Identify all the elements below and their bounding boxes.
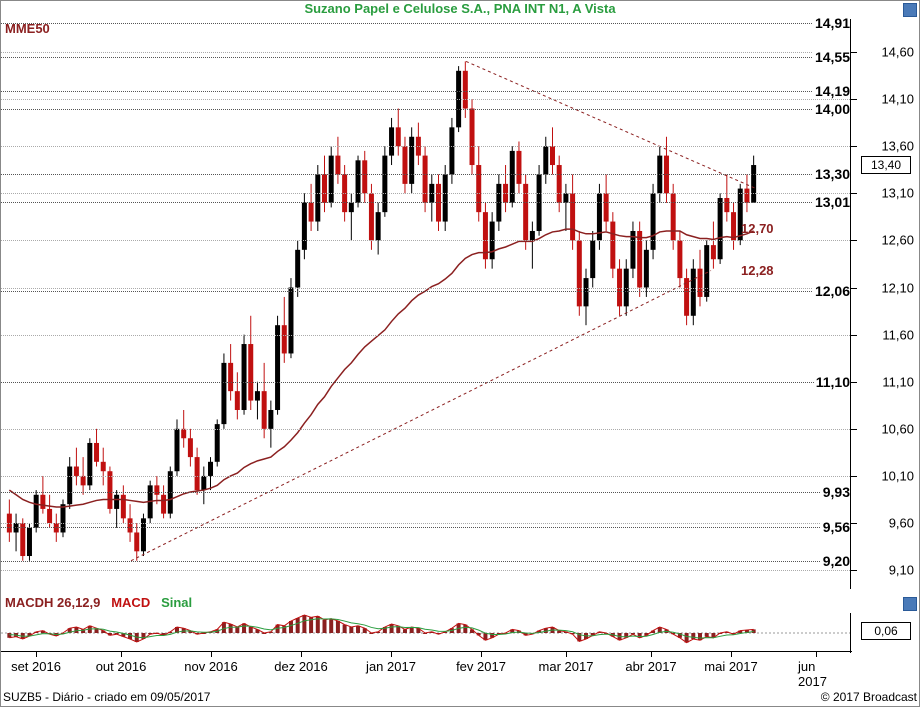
hline (1, 202, 852, 203)
hline-label: 11,10 (814, 374, 852, 390)
chart-title: Suzano Papel e Celulose S.A., PNA INT N1… (304, 1, 615, 16)
hline-label: 14,19 (813, 83, 852, 99)
macd-axis: 0,06 (850, 613, 919, 653)
hline (1, 91, 852, 92)
price-tick: 12,10 (881, 280, 914, 295)
price-tick: 13,60 (881, 139, 914, 154)
price-axis: 14,60 14,10 13,60 13,10 12,60 12,10 11,60 11,10… (850, 19, 919, 589)
hline (1, 492, 852, 493)
time-tick: mar 2017 (539, 659, 594, 674)
hline-label: 9,93 (821, 484, 852, 500)
time-tick: dez 2016 (274, 659, 328, 674)
footer: SUZB5 - Diário - criado em 09/05/2017 © … (3, 690, 917, 704)
hline (1, 23, 852, 24)
hline (1, 109, 852, 110)
price-tick: 11,60 (882, 327, 914, 342)
hline (1, 561, 852, 562)
hline-label: 13,01 (813, 194, 852, 210)
hline-label: 12,06 (813, 283, 852, 299)
price-tick: 14,10 (881, 92, 914, 107)
price-tick: 14,60 (881, 44, 914, 59)
price-tick: 12,60 (881, 233, 914, 248)
mme-value-label: 12,28 (741, 263, 774, 278)
title-bar: Suzano Papel e Celulose S.A., PNA INT N1… (1, 1, 919, 19)
hline-label: 13,30 (813, 166, 852, 182)
price-tick: 11,10 (882, 374, 914, 389)
time-tick: nov 2016 (184, 659, 238, 674)
chart-container: Suzano Papel e Celulose S.A., PNA INT N1… (0, 0, 920, 707)
price-tick: 9,60 (889, 516, 914, 531)
time-tick: set 2016 (11, 659, 61, 674)
hline-label: 14,91 (813, 15, 852, 31)
footer-left: SUZB5 - Diário - criado em 09/05/2017 (3, 690, 210, 704)
hline-label: 9,56 (821, 519, 852, 535)
price-tick: 10,10 (881, 468, 914, 483)
hline-label: 9,20 (821, 553, 852, 569)
macd-area[interactable] (1, 613, 852, 653)
time-axis: set 2016 out 2016 nov 2016 dez 2016 jan 2017… (1, 651, 852, 686)
mme-value-label: 12,70 (741, 221, 774, 236)
time-tick: jan 2017 (366, 659, 416, 674)
macd-expand-icon[interactable] (903, 597, 917, 611)
hline (1, 527, 852, 528)
price-chart-area[interactable]: 14,9114,5514,1914,0013,3013,0112,0611,10… (1, 19, 852, 589)
macd-label-bar: MACDH 26,12,9 MACD Sinal (5, 595, 192, 613)
hline (1, 174, 852, 175)
hline (1, 57, 852, 58)
price-tick: 10,60 (881, 421, 914, 436)
macdh-label: MACDH 26,12,9 (5, 595, 100, 610)
hline-label: 14,55 (813, 49, 852, 65)
time-tick: fev 2017 (456, 659, 506, 674)
time-tick: out 2016 (96, 659, 147, 674)
hline (1, 382, 852, 383)
sinal-label: Sinal (161, 595, 192, 610)
time-tick: jun 2017 (798, 659, 834, 689)
current-price-marker: 13,40 (861, 156, 911, 174)
expand-icon[interactable] (903, 3, 917, 17)
hline-label: 14,00 (813, 101, 852, 117)
time-tick: mai 2017 (704, 659, 757, 674)
footer-right: © 2017 Broadcast (821, 690, 917, 704)
macd-label: MACD (111, 595, 150, 610)
macd-current-marker: 0,06 (861, 622, 911, 640)
hline (1, 291, 852, 292)
price-tick: 13,10 (881, 186, 914, 201)
price-tick: 9,10 (889, 563, 914, 578)
time-tick: abr 2017 (625, 659, 676, 674)
